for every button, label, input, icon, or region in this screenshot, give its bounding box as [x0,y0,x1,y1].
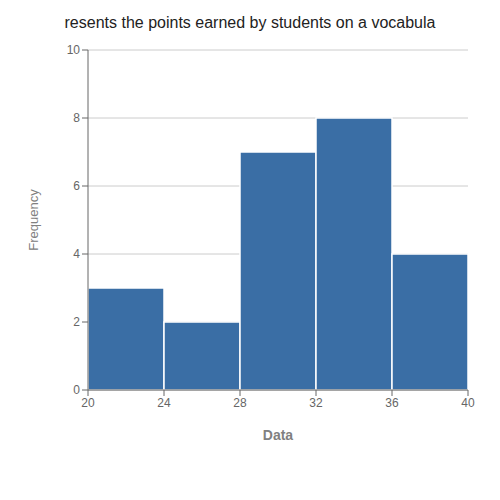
svg-text:24: 24 [157,396,171,410]
svg-text:2: 2 [73,315,80,329]
svg-text:20: 20 [81,396,95,410]
svg-text:36: 36 [385,396,399,410]
svg-text:8: 8 [73,111,80,125]
svg-text:28: 28 [233,396,247,410]
html-text:resents the points earned by s: resents the points earned by students on… [64,14,436,31]
svg-text:4: 4 [73,247,80,261]
svg-text:Data: Data [263,427,294,443]
svg-text:32: 32 [309,396,323,410]
svg-text:40: 40 [461,396,475,410]
svg-text:10: 10 [67,43,81,57]
svg-text:0: 0 [73,383,80,397]
svg-text:6: 6 [73,179,80,193]
svg-text:Frequency: Frequency [26,189,41,251]
